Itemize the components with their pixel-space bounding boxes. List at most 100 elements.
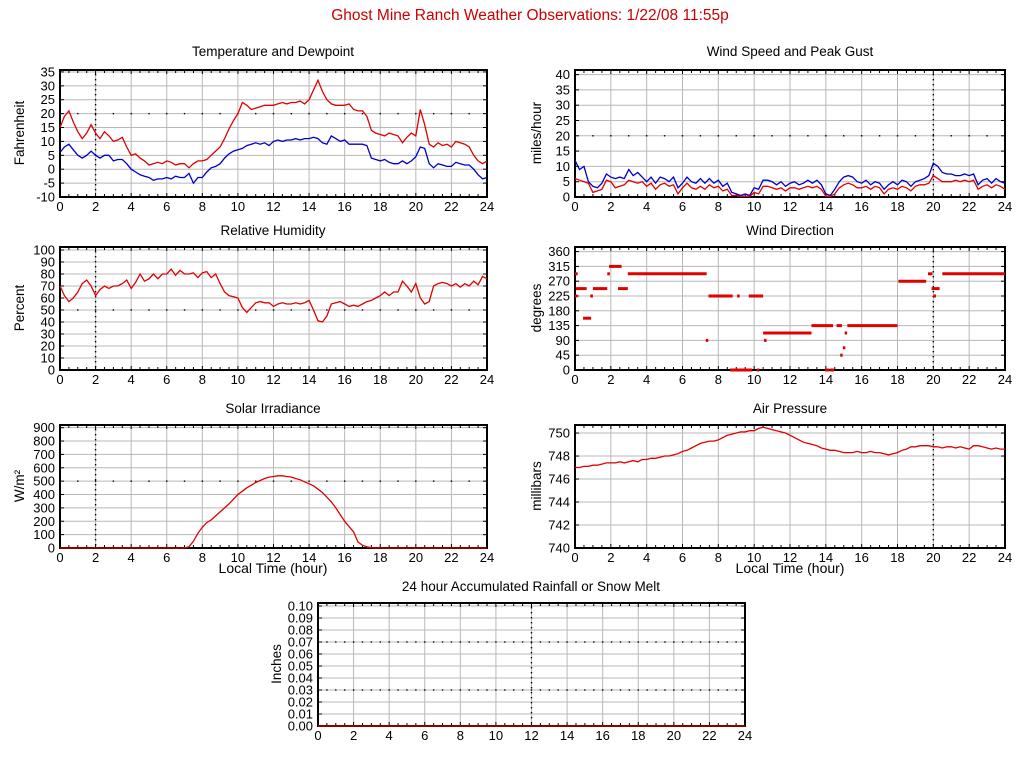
svg-text:10: 10 bbox=[747, 199, 761, 214]
svg-text:740: 740 bbox=[548, 541, 570, 556]
svg-text:0: 0 bbox=[48, 541, 55, 556]
svg-text:16: 16 bbox=[337, 372, 351, 387]
svg-text:70: 70 bbox=[41, 279, 55, 294]
svg-text:20: 20 bbox=[926, 199, 940, 214]
svg-text:2: 2 bbox=[92, 372, 99, 387]
svg-text:0: 0 bbox=[48, 162, 55, 177]
svg-text:750: 750 bbox=[548, 426, 570, 441]
svg-text:90: 90 bbox=[41, 255, 55, 270]
svg-text:20: 20 bbox=[926, 550, 940, 565]
svg-text:12: 12 bbox=[266, 372, 280, 387]
svg-text:4: 4 bbox=[128, 372, 135, 387]
svg-text:0: 0 bbox=[563, 190, 570, 205]
chart-title-solar-irradiance: Solar Irradiance bbox=[225, 401, 321, 416]
svg-text:50: 50 bbox=[41, 303, 55, 318]
svg-text:6: 6 bbox=[163, 199, 170, 214]
svg-text:10: 10 bbox=[747, 372, 761, 387]
svg-text:22: 22 bbox=[444, 550, 458, 565]
svg-text:8: 8 bbox=[199, 199, 206, 214]
svg-text:-10: -10 bbox=[36, 190, 55, 205]
svg-text:20: 20 bbox=[41, 106, 55, 121]
svg-text:24: 24 bbox=[998, 550, 1012, 565]
svg-text:22: 22 bbox=[444, 372, 458, 387]
svg-text:30: 30 bbox=[41, 78, 55, 93]
svg-text:744: 744 bbox=[548, 495, 570, 510]
chart-title-rainfall: 24 hour Accumulated Rainfall or Snow Mel… bbox=[401, 579, 661, 594]
svg-text:10: 10 bbox=[231, 372, 245, 387]
svg-text:8: 8 bbox=[715, 199, 722, 214]
svg-text:10: 10 bbox=[489, 728, 503, 743]
svg-text:20: 20 bbox=[409, 550, 423, 565]
axis-label-watts-per-m2: W/m² bbox=[12, 469, 27, 503]
svg-text:0: 0 bbox=[314, 728, 321, 743]
svg-text:6: 6 bbox=[421, 728, 428, 743]
svg-text:30: 30 bbox=[556, 98, 570, 113]
svg-text:-5: -5 bbox=[43, 176, 55, 191]
svg-text:0.03: 0.03 bbox=[288, 683, 313, 698]
svg-text:8: 8 bbox=[199, 372, 206, 387]
svg-text:25: 25 bbox=[556, 113, 570, 128]
page-title: Ghost Mine Ranch Weather Observations: 1… bbox=[331, 7, 729, 24]
svg-text:0: 0 bbox=[56, 199, 63, 214]
svg-text:24: 24 bbox=[480, 550, 494, 565]
svg-text:2: 2 bbox=[607, 372, 614, 387]
svg-text:6: 6 bbox=[163, 372, 170, 387]
svg-text:10: 10 bbox=[747, 550, 761, 565]
svg-text:600: 600 bbox=[33, 460, 55, 475]
svg-text:700: 700 bbox=[33, 447, 55, 462]
svg-text:18: 18 bbox=[631, 728, 645, 743]
svg-text:12: 12 bbox=[266, 199, 280, 214]
svg-text:0.09: 0.09 bbox=[288, 611, 313, 626]
svg-text:100: 100 bbox=[33, 527, 55, 542]
svg-text:0: 0 bbox=[571, 550, 578, 565]
axis-label-local-time-left: Local Time (hour) bbox=[218, 560, 328, 576]
svg-text:20: 20 bbox=[926, 372, 940, 387]
svg-text:2: 2 bbox=[607, 550, 614, 565]
svg-text:80: 80 bbox=[41, 267, 55, 282]
axis-label-degrees: degrees bbox=[529, 283, 544, 333]
svg-text:24: 24 bbox=[998, 199, 1012, 214]
svg-text:0: 0 bbox=[56, 372, 63, 387]
svg-text:6: 6 bbox=[679, 550, 686, 565]
svg-text:22: 22 bbox=[962, 199, 976, 214]
chart-title-wind-direction: Wind Direction bbox=[746, 223, 834, 238]
svg-text:100: 100 bbox=[33, 243, 55, 258]
svg-text:0.01: 0.01 bbox=[288, 707, 313, 722]
svg-text:16: 16 bbox=[337, 550, 351, 565]
svg-text:45: 45 bbox=[556, 348, 570, 363]
svg-text:4: 4 bbox=[643, 550, 650, 565]
svg-text:0.05: 0.05 bbox=[288, 659, 313, 674]
svg-text:315: 315 bbox=[548, 259, 570, 274]
svg-text:0.08: 0.08 bbox=[288, 623, 313, 638]
svg-text:0.10: 0.10 bbox=[288, 599, 313, 614]
svg-text:6: 6 bbox=[679, 199, 686, 214]
svg-text:0.04: 0.04 bbox=[288, 671, 313, 686]
chart-title-temperature-dewpoint: Temperature and Dewpoint bbox=[191, 44, 355, 59]
svg-text:14: 14 bbox=[819, 372, 833, 387]
svg-text:8: 8 bbox=[457, 728, 464, 743]
svg-text:400: 400 bbox=[33, 487, 55, 502]
svg-text:30: 30 bbox=[41, 327, 55, 342]
svg-text:500: 500 bbox=[33, 474, 55, 489]
svg-text:16: 16 bbox=[854, 550, 868, 565]
svg-text:25: 25 bbox=[41, 92, 55, 107]
svg-text:8: 8 bbox=[715, 550, 722, 565]
svg-text:8: 8 bbox=[715, 372, 722, 387]
axis-label-inches: Inches bbox=[269, 644, 284, 684]
svg-text:12: 12 bbox=[266, 550, 280, 565]
svg-text:20: 20 bbox=[41, 339, 55, 354]
svg-text:18: 18 bbox=[373, 550, 387, 565]
svg-text:2: 2 bbox=[92, 199, 99, 214]
axis-label-percent: Percent bbox=[12, 284, 27, 332]
svg-text:0.06: 0.06 bbox=[288, 647, 313, 662]
svg-text:748: 748 bbox=[548, 449, 570, 464]
svg-text:8: 8 bbox=[199, 550, 206, 565]
chart-title-air-pressure: Air Pressure bbox=[752, 401, 828, 416]
svg-text:2: 2 bbox=[92, 550, 99, 565]
axis-label-millibars: millibars bbox=[529, 461, 544, 511]
svg-text:270: 270 bbox=[548, 274, 570, 289]
svg-text:0.07: 0.07 bbox=[288, 635, 313, 650]
svg-text:180: 180 bbox=[548, 303, 570, 318]
